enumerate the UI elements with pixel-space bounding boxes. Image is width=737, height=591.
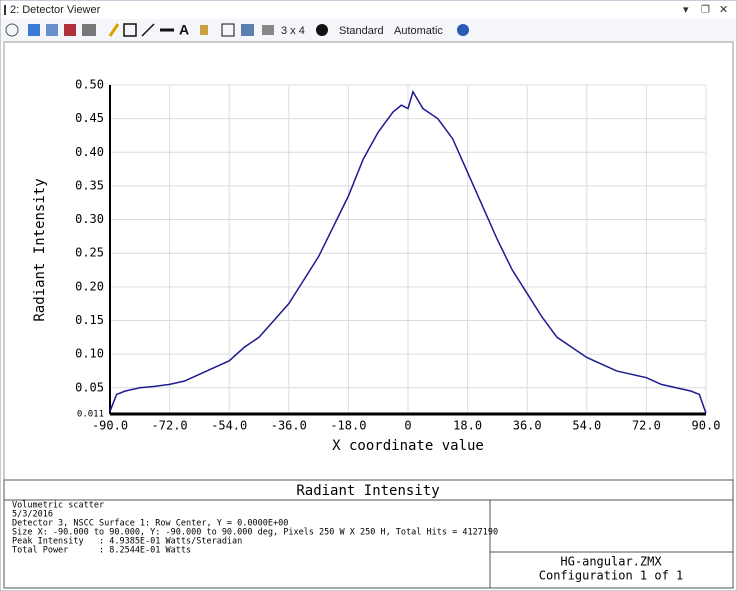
rotate-button[interactable]	[316, 24, 328, 36]
data-line	[109, 89, 707, 414]
title-icon	[4, 5, 6, 15]
window-title: 2: Detector Viewer	[10, 4, 101, 16]
close-button[interactable]: ✕	[719, 4, 728, 16]
y-tick-label: 0.20	[75, 279, 104, 293]
x-tick-label: -54.0	[211, 419, 247, 433]
config-label: Configuration 1 of 1	[539, 569, 684, 583]
y-tick-label: 0.10	[75, 347, 104, 361]
x-tick-label: 90.0	[692, 419, 721, 433]
window-button[interactable]	[241, 24, 254, 36]
arrow-tool[interactable]	[141, 23, 155, 37]
footer-box	[3, 479, 734, 589]
display-selector[interactable]: Standard	[339, 25, 384, 37]
x-tick-label: 36.0	[513, 419, 542, 433]
x-tick-label: -90.0	[92, 419, 128, 433]
print-button[interactable]	[82, 24, 96, 36]
pin-button[interactable]: ▾	[683, 4, 689, 16]
x-axis-label: X coordinate value	[332, 438, 484, 454]
help-button[interactable]	[457, 24, 469, 36]
y-tick-label: 0.25	[75, 246, 104, 260]
x-tick-label: 18.0	[453, 419, 482, 433]
refresh-button[interactable]	[28, 24, 40, 36]
file-name: HG-angular.ZMX	[560, 555, 662, 569]
y-tick-label: 0.45	[75, 111, 104, 125]
y-axis-label: Radiant Intensity	[32, 178, 48, 321]
scale-selector[interactable]: Automatic	[394, 25, 443, 37]
plot: 0.011 0.05 0.10 0.15 0.20 0.25 0.30 0.35 0.40 0.4…	[75, 78, 720, 433]
title-bar	[1, 1, 736, 19]
info-line: Volumetric scatter	[12, 501, 104, 511]
menu-button[interactable]	[5, 23, 19, 37]
layout-selector[interactable]: 3 x 4	[281, 25, 305, 37]
plot-panel	[3, 41, 734, 481]
save-button[interactable]	[64, 24, 76, 36]
x-tick-label: 54.0	[572, 419, 601, 433]
copy-button[interactable]	[46, 24, 58, 36]
info-line: Size X: -90.000 to 90.000, Y: -90.000 to…	[12, 528, 498, 538]
x-tick-label: -72.0	[152, 419, 188, 433]
x-tick-label: -36.0	[271, 419, 307, 433]
info-line: Detector 3, NSCC Surface 1: Row Center, …	[12, 519, 288, 529]
rect-tool[interactable]	[123, 23, 137, 37]
restore-button[interactable]: ❐	[701, 5, 710, 16]
info-line: Peak Intensity : 4.9385E-01 Watts/Sterad…	[12, 537, 242, 547]
x-tick-label: 0	[404, 419, 411, 433]
pencil-tool[interactable]	[108, 23, 120, 37]
y-tick-label: 0.50	[75, 78, 104, 92]
y-tick-label: 0.15	[75, 313, 104, 327]
y-tick-label: 0.40	[75, 145, 104, 159]
x-tick-label: 72.0	[632, 419, 661, 433]
y-tick-label: 0.011	[77, 410, 104, 420]
y-tick-label: 0.05	[75, 380, 104, 394]
layers-button[interactable]	[262, 25, 274, 35]
y-tick-label: 0.30	[75, 212, 104, 226]
lock-button[interactable]	[200, 25, 208, 35]
y-tick-label: 0.35	[75, 178, 104, 192]
info-line: 5/3/2016	[12, 510, 53, 520]
grid-button[interactable]	[221, 23, 235, 37]
x-tick-label: -18.0	[330, 419, 366, 433]
info-line: Total Power : 8.2544E-01 Watts	[12, 546, 191, 556]
toolbar	[1, 19, 736, 42]
text-tool[interactable]: A	[179, 22, 189, 38]
footer-title: Radiant Intensity	[296, 483, 439, 499]
